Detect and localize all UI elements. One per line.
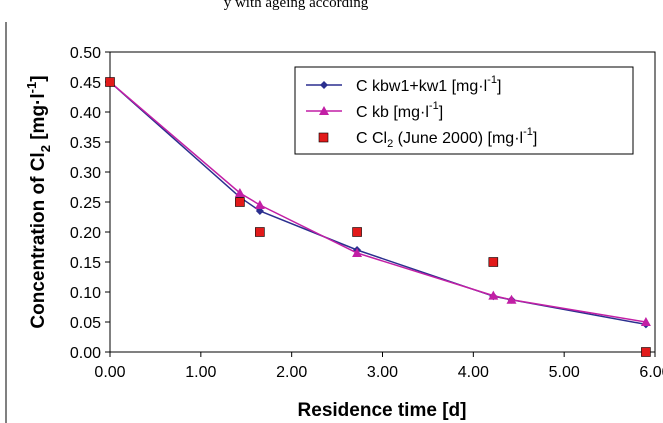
x-tick-label: 1.00 xyxy=(185,364,216,381)
point-square xyxy=(641,347,651,357)
legend-label-kb: C kb [mg·l-1] xyxy=(356,100,443,121)
legend: C kbw1+kw1 [mg·l-1] C kb [mg·l-1] C Cl2 … xyxy=(294,66,634,155)
y-tick-label: 0.10 xyxy=(70,285,101,302)
point-square xyxy=(488,257,499,267)
point-triangle xyxy=(640,317,651,326)
x-tick-label: 6.00 xyxy=(639,364,663,381)
y-tick-label: 0.35 xyxy=(70,135,101,152)
x-tick-label: 0.00 xyxy=(94,364,125,381)
point-square xyxy=(105,77,115,87)
legend-item-kb: C kb [mg·l-1] xyxy=(306,100,443,121)
x-axis-ticks: 0.00 1.00 2.00 3.00 4.00 5.00 6.00 xyxy=(94,352,663,381)
x-tick-label: 5.00 xyxy=(549,364,580,381)
y-tick-label: 0.20 xyxy=(70,225,101,242)
point-triangle xyxy=(352,248,363,257)
point-square xyxy=(235,197,245,207)
point-triangle xyxy=(254,200,265,209)
point-triangle xyxy=(506,294,517,304)
page-header-fragment: y with ageing according xyxy=(224,0,369,11)
legend-marker-square xyxy=(318,132,329,143)
y-tick-label: 0.50 xyxy=(70,45,101,62)
point-triangle xyxy=(488,290,499,300)
legend-label-kbw1: C kbw1+kw1 [mg·l-1] xyxy=(356,74,501,95)
x-tick-label: 3.00 xyxy=(367,364,398,381)
series-layer xyxy=(105,77,651,357)
y-tick-label: 0.40 xyxy=(70,105,101,122)
y-tick-label: 0.00 xyxy=(70,345,101,362)
x-tick-label: 4.00 xyxy=(458,364,489,381)
y-tick-label: 0.05 xyxy=(70,315,101,332)
legend-item-kbw1: C kbw1+kw1 [mg·l-1] xyxy=(306,74,501,95)
legend-box xyxy=(294,66,634,155)
point-square xyxy=(255,227,265,237)
legend-marker-triangle xyxy=(319,106,329,115)
y-tick-label: 0.45 xyxy=(70,75,101,92)
y-tick-label: 0.25 xyxy=(70,195,101,212)
legend-item-cl2: C Cl2 (June 2000) [mg·l-1] xyxy=(318,126,537,150)
legend-marker-diamond xyxy=(320,81,328,89)
x-tick-label: 2.00 xyxy=(276,364,307,381)
legend-label-cl2: C Cl2 (June 2000) [mg·l-1] xyxy=(356,126,537,150)
y-tick-label: 0.30 xyxy=(70,165,101,182)
y-axis-title: Concentration of Cl2 [mg·l-1] xyxy=(24,75,53,328)
y-tick-label: 0.15 xyxy=(70,255,101,272)
point-triangle xyxy=(234,188,245,197)
point-square xyxy=(352,227,362,237)
y-axis-ticks: 0.00 0.05 0.10 0.15 0.20 0.25 0.30 0.35 0.40 0.45… xyxy=(70,45,110,362)
x-axis-title: Residence time [d] xyxy=(298,400,467,421)
